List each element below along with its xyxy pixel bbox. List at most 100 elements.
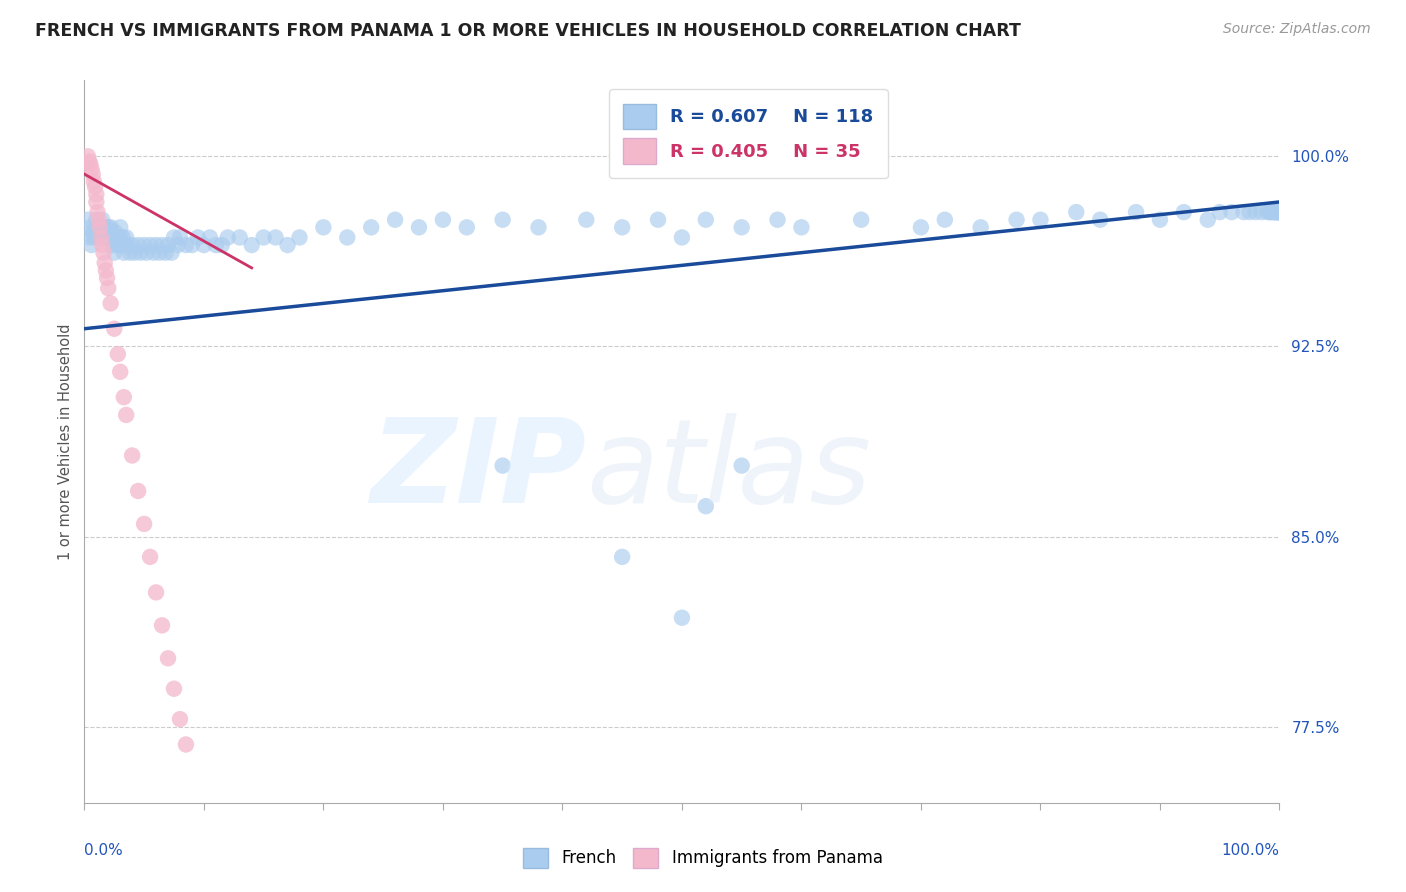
Legend: French, Immigrants from Panama: French, Immigrants from Panama — [516, 841, 890, 875]
Point — [86, 212, 108, 227]
Point — [527, 220, 550, 235]
Point — [934, 212, 956, 227]
Point — [83, 230, 105, 244]
Text: ZIP: ZIP — [370, 413, 586, 528]
Point — [174, 738, 197, 752]
Point — [1263, 205, 1285, 219]
Point — [1066, 205, 1088, 219]
Point — [695, 499, 717, 513]
Point — [1125, 205, 1147, 219]
Point — [1220, 205, 1243, 219]
Point — [163, 230, 186, 244]
Point — [91, 220, 114, 235]
Point — [1257, 205, 1279, 219]
Point — [150, 618, 173, 632]
Y-axis label: 1 or more Vehicles in Household: 1 or more Vehicles in Household — [58, 323, 73, 560]
Point — [114, 238, 136, 252]
Point — [1267, 205, 1289, 219]
Point — [103, 230, 125, 244]
Point — [145, 238, 167, 252]
Point — [160, 245, 183, 260]
Point — [91, 238, 114, 252]
Point — [98, 226, 121, 240]
Point — [288, 230, 311, 244]
Point — [112, 390, 135, 404]
Point — [107, 238, 129, 252]
Point — [456, 220, 478, 235]
Point — [86, 187, 108, 202]
Point — [93, 230, 115, 244]
Point — [1029, 212, 1052, 227]
Point — [86, 220, 108, 235]
Point — [312, 220, 335, 235]
Point — [110, 238, 132, 252]
Point — [87, 220, 110, 235]
Point — [731, 458, 754, 473]
Point — [142, 245, 165, 260]
Point — [1268, 205, 1291, 219]
Point — [149, 245, 172, 260]
Point — [1239, 205, 1261, 219]
Point — [121, 449, 143, 463]
Point — [77, 149, 100, 163]
Point — [96, 271, 118, 285]
Point — [145, 585, 167, 599]
Point — [115, 408, 138, 422]
Point — [174, 238, 197, 252]
Point — [229, 230, 252, 244]
Point — [127, 238, 149, 252]
Text: 0.0%: 0.0% — [84, 843, 124, 857]
Point — [97, 281, 120, 295]
Point — [110, 365, 132, 379]
Point — [93, 256, 115, 270]
Point — [1263, 205, 1285, 219]
Text: 100.0%: 100.0% — [1222, 843, 1279, 857]
Point — [86, 194, 108, 209]
Point — [211, 238, 233, 252]
Point — [111, 230, 134, 244]
Point — [84, 179, 107, 194]
Point — [118, 245, 141, 260]
Point — [1258, 205, 1281, 219]
Point — [187, 230, 209, 244]
Point — [90, 230, 112, 244]
Point — [1264, 205, 1286, 219]
Point — [77, 154, 100, 169]
Point — [731, 220, 754, 235]
Point — [360, 220, 382, 235]
Point — [117, 238, 139, 252]
Point — [277, 238, 299, 252]
Point — [575, 212, 598, 227]
Point — [1209, 205, 1232, 219]
Legend: R = 0.607    N = 118, R = 0.405    N = 35: R = 0.607 N = 118, R = 0.405 N = 35 — [609, 89, 889, 178]
Text: Source: ZipAtlas.com: Source: ZipAtlas.com — [1223, 22, 1371, 37]
Point — [695, 212, 717, 227]
Point — [766, 212, 789, 227]
Point — [90, 220, 112, 235]
Point — [253, 230, 276, 244]
Point — [1250, 205, 1272, 219]
Point — [157, 651, 180, 665]
Point — [83, 175, 105, 189]
Point — [82, 167, 104, 181]
Point — [205, 238, 228, 252]
Point — [1090, 212, 1112, 227]
Point — [671, 230, 693, 244]
Point — [82, 226, 104, 240]
Point — [93, 226, 115, 240]
Point — [970, 220, 993, 235]
Point — [1264, 205, 1286, 219]
Point — [790, 220, 813, 235]
Point — [432, 212, 454, 227]
Point — [1005, 212, 1028, 227]
Point — [1265, 205, 1288, 219]
Point — [647, 212, 669, 227]
Point — [139, 238, 162, 252]
Point — [1233, 205, 1256, 219]
Point — [132, 238, 156, 252]
Point — [87, 212, 110, 227]
Point — [84, 223, 107, 237]
Point — [127, 483, 149, 498]
Text: atlas: atlas — [586, 413, 872, 527]
Point — [169, 230, 191, 244]
